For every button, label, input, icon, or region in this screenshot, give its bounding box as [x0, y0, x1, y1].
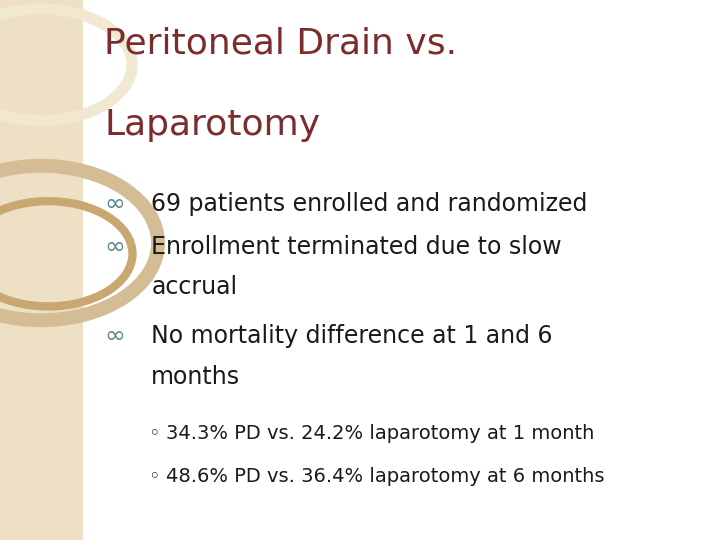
Bar [0, 0, 83, 540]
Text: Laparotomy: Laparotomy [104, 108, 320, 142]
Text: ∞: ∞ [104, 235, 125, 259]
Text: No mortality difference at 1 and 6: No mortality difference at 1 and 6 [151, 324, 553, 348]
Text: ◦: ◦ [148, 467, 159, 486]
Text: accrual: accrual [151, 275, 238, 299]
Text: 34.3% PD vs. 24.2% laparotomy at 1 month: 34.3% PD vs. 24.2% laparotomy at 1 month [166, 424, 594, 443]
Text: 69 patients enrolled and randomized: 69 patients enrolled and randomized [151, 192, 588, 215]
Text: months: months [151, 364, 240, 388]
Text: ◦: ◦ [148, 424, 159, 443]
Text: 48.6% PD vs. 36.4% laparotomy at 6 months: 48.6% PD vs. 36.4% laparotomy at 6 month… [166, 467, 604, 486]
Text: ∞: ∞ [104, 192, 125, 215]
Text: ∞: ∞ [104, 324, 125, 348]
Text: Enrollment terminated due to slow: Enrollment terminated due to slow [151, 235, 562, 259]
Text: Peritoneal Drain vs.: Peritoneal Drain vs. [104, 27, 457, 61]
